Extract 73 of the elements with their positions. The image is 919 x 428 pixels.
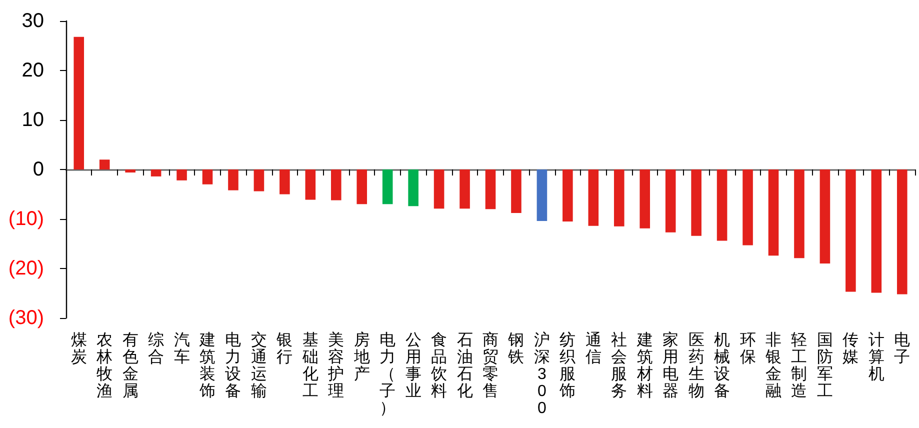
x-tick-label: 电力设备 <box>225 331 242 400</box>
x-tick-label: 建筑材料 <box>636 331 653 400</box>
y-tick-label: (20) <box>8 258 44 280</box>
x-tick-label: 美容护理 <box>327 331 344 400</box>
bar <box>99 160 110 170</box>
bar <box>768 170 779 256</box>
x-tick-label: 环保 <box>740 332 756 366</box>
bar <box>460 170 470 209</box>
bar <box>614 170 624 226</box>
bar <box>846 170 856 292</box>
x-tick-label: 综合 <box>148 331 164 366</box>
bar <box>176 170 187 180</box>
x-tick-label: 农林牧渔 <box>96 332 113 400</box>
x-tick-label: 汽车 <box>174 332 190 366</box>
x-tick-label: 国防军工 <box>816 332 833 400</box>
x-tick-label: 传媒 <box>842 332 859 366</box>
bar <box>280 170 290 194</box>
x-tick-label: 计算机 <box>868 331 884 383</box>
bar <box>665 170 676 232</box>
bar <box>588 170 599 226</box>
y-tick-label: (10) <box>8 208 44 230</box>
x-tick-label: 钢铁 <box>507 332 524 366</box>
bar <box>794 170 804 258</box>
bar <box>74 36 84 170</box>
y-tick-label: 30 <box>22 10 44 32</box>
x-tick-label: 交通运输 <box>250 331 267 400</box>
bar <box>871 170 882 293</box>
x-tick-label: 煤炭 <box>70 332 87 366</box>
bar <box>125 170 136 172</box>
x-tick-label: 建筑装饰 <box>198 331 216 400</box>
bar <box>305 170 316 200</box>
bar <box>330 170 342 200</box>
y-tick-label: (30) <box>8 307 44 329</box>
x-tick-label: 公用事业 <box>405 332 422 400</box>
bar <box>562 170 573 222</box>
bar <box>742 170 753 246</box>
bar <box>716 170 728 241</box>
bar <box>382 170 393 204</box>
x-tick-label: 石油石化 <box>456 332 473 400</box>
x-tick-label: 通信 <box>585 331 602 366</box>
x-tick-label: 银行 <box>276 332 293 366</box>
bar <box>202 170 213 184</box>
x-tick-label: 轻工制造 <box>791 332 808 400</box>
y-tick-label: 20 <box>22 60 44 82</box>
x-tick-label: 基础化工 <box>301 331 318 400</box>
bar <box>511 170 522 214</box>
bar <box>434 170 444 209</box>
x-tick-label: 非银金融 <box>764 331 782 400</box>
x-tick-label: 纺织服饰 <box>558 331 576 400</box>
x-tick-label: 沪深300 <box>534 331 550 417</box>
x-tick-label: 有色金属 <box>122 332 138 400</box>
bar <box>228 170 238 190</box>
bar <box>820 170 830 264</box>
x-tick-label: 食品饮料 <box>430 331 448 400</box>
bar <box>408 170 418 206</box>
bar <box>640 170 650 228</box>
x-tick-label: 社会服务 <box>611 331 628 400</box>
bar <box>485 170 496 210</box>
bar <box>356 170 368 204</box>
bar <box>150 170 162 176</box>
bar <box>691 170 702 236</box>
y-tick-label: 10 <box>22 109 44 131</box>
bar <box>254 170 264 192</box>
x-tick-label: 商贸零售 <box>482 331 498 400</box>
x-tick-label: 机械设备 <box>714 331 730 400</box>
x-tick-label: 家用电器 <box>662 331 679 400</box>
x-tick-label: 电子 <box>894 331 910 366</box>
bar <box>896 170 908 294</box>
x-tick-label: 电力（子） <box>380 331 396 417</box>
x-tick-label: 房地产 <box>352 331 370 383</box>
x-tick-label: 医药生物 <box>688 332 704 400</box>
bar <box>536 170 548 221</box>
y-tick-label: 0 <box>32 158 44 180</box>
